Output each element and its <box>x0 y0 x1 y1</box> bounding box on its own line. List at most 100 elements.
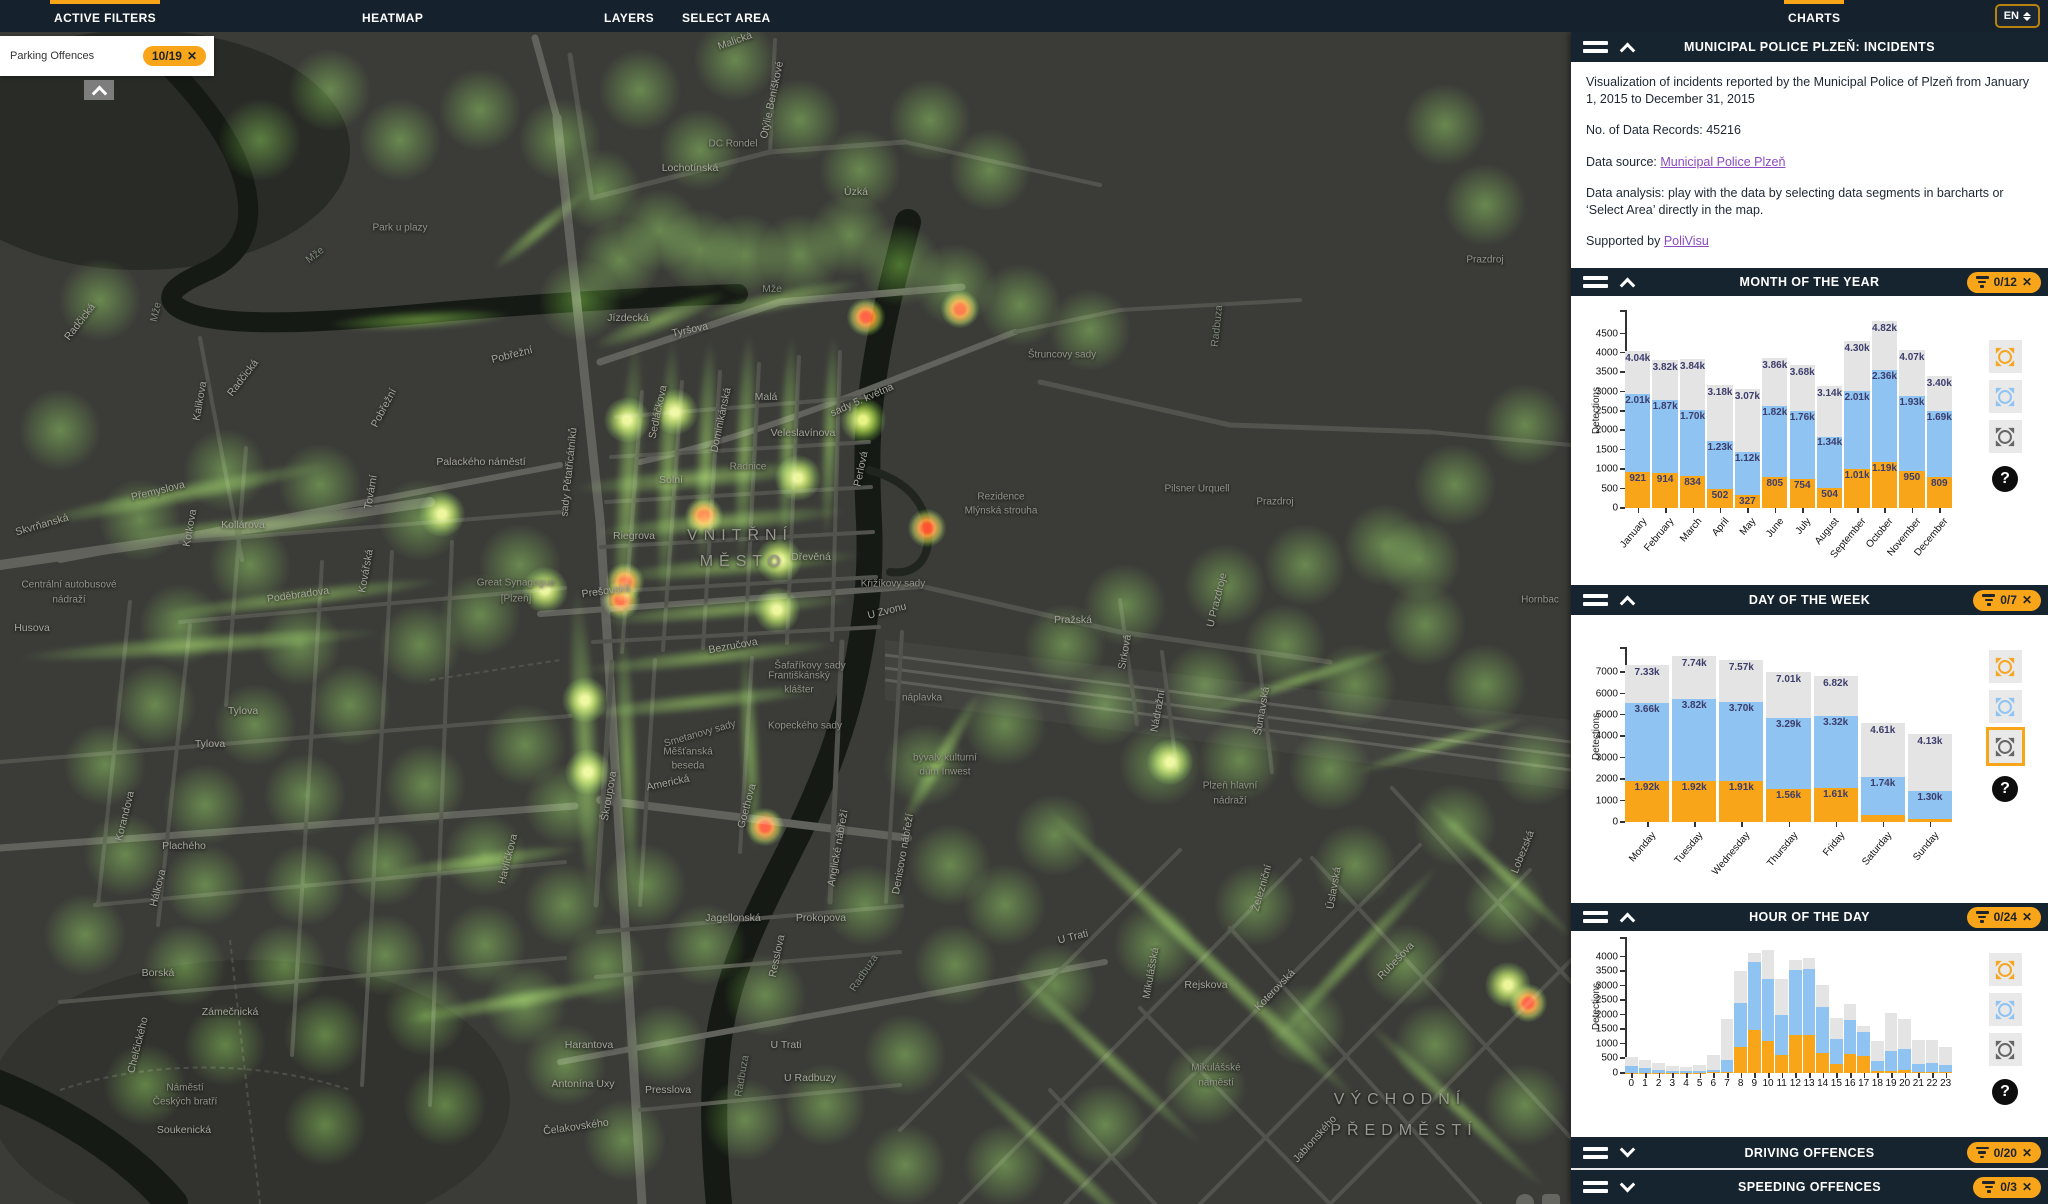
help-icon[interactable]: ? <box>1992 466 2018 492</box>
bar-11[interactable] <box>1775 979 1788 1073</box>
bar-march[interactable] <box>1679 359 1706 508</box>
bar-4[interactable] <box>1679 1067 1693 1073</box>
drag-handle-icon[interactable] <box>1583 41 1608 53</box>
bar-8[interactable] <box>1734 971 1747 1073</box>
bar-value-label: 1.87k <box>1652 401 1678 413</box>
map-attribution-icon[interactable] <box>1516 1194 1534 1204</box>
collapse-filters-button[interactable] <box>84 80 114 101</box>
x-tick-label: Friday <box>1820 830 1848 859</box>
bar-january[interactable] <box>1625 351 1651 508</box>
tab-charts[interactable]: CHARTS <box>1784 0 1845 32</box>
filter-icon <box>1975 1146 1989 1159</box>
map-attribution-icon[interactable] <box>1542 1194 1560 1204</box>
bar-7[interactable] <box>1720 1019 1734 1073</box>
bar-february[interactable] <box>1652 359 1678 508</box>
drag-handle-icon[interactable] <box>1583 594 1608 606</box>
month-filter-badge[interactable]: 0/12 ✕ <box>1966 271 2041 293</box>
bar-sunday[interactable] <box>1907 733 1952 822</box>
language-selector[interactable]: EN <box>1994 4 2040 28</box>
speeding-filter-badge[interactable]: 0/3 ✕ <box>1973 1176 2041 1198</box>
remove-filter-icon[interactable]: ✕ <box>186 49 197 63</box>
x-tick-label: 18 <box>1871 1078 1883 1089</box>
driving-filter-badge[interactable]: 0/20 ✕ <box>1966 1142 2041 1163</box>
bar-18[interactable] <box>1871 1041 1884 1073</box>
bar-3[interactable] <box>1666 1066 1679 1073</box>
source-link[interactable]: Municipal Police Plzeň <box>1660 154 1786 169</box>
bar-6[interactable] <box>1707 1055 1720 1073</box>
hour-filter-badge[interactable]: 0/24 ✕ <box>1966 906 2041 928</box>
drag-handle-icon[interactable] <box>1583 276 1608 288</box>
series-select-orange-icon[interactable] <box>1988 953 2022 986</box>
help-icon[interactable]: ? <box>1992 1079 2018 1105</box>
series-select-blue-icon[interactable] <box>1988 993 2022 1026</box>
bar-5[interactable] <box>1693 1065 1706 1073</box>
drag-handle-icon[interactable] <box>1583 911 1608 923</box>
clear-filter-icon[interactable]: ✕ <box>2021 910 2032 924</box>
filter-label: Parking Offences <box>10 50 95 62</box>
bar-13[interactable] <box>1802 957 1816 1073</box>
bar-19[interactable] <box>1884 1012 1898 1073</box>
bar-august[interactable] <box>1816 386 1843 508</box>
y-tick-label: 4000 <box>1595 730 1618 742</box>
bar-value-label: 1.76k <box>1789 411 1815 423</box>
heatmap-canvas[interactable]: VNITŘNÍ MĚSTO VÝCHODNÍ PŘEDMĚSTÍ Mže Mže Mže Ra… <box>0 0 1571 1204</box>
bar-12[interactable] <box>1789 960 1802 1073</box>
clear-filter-icon[interactable]: ✕ <box>2021 593 2032 607</box>
x-tick-label: 0 <box>1628 1078 1635 1089</box>
clear-filter-icon[interactable]: ✕ <box>2021 1180 2032 1194</box>
x-tick-label: 21 <box>1912 1078 1924 1089</box>
filter-count-badge[interactable]: 10/19 ✕ <box>142 46 206 66</box>
tab-layers[interactable]: LAYERS <box>604 11 654 25</box>
bar-20[interactable] <box>1898 1018 1911 1073</box>
series-select-orange-icon[interactable] <box>1988 340 2022 373</box>
bar-friday[interactable] <box>1813 675 1858 822</box>
clear-filter-icon[interactable]: ✕ <box>2021 1145 2032 1160</box>
bar-1[interactable] <box>1638 1060 1652 1073</box>
bar-june[interactable] <box>1762 358 1788 508</box>
bar-value-label: 3.40k <box>1926 378 1952 390</box>
bar-value-label: 1.19k <box>1871 462 1897 474</box>
bar-thursday[interactable] <box>1766 671 1811 822</box>
bar-september[interactable] <box>1844 341 1870 508</box>
tab-active-filters[interactable]: ACTIVE FILTERS <box>50 0 161 32</box>
bar-value-label: 1.01k <box>1844 469 1870 481</box>
bar-0[interactable] <box>1625 1056 1638 1073</box>
clear-filter-icon[interactable]: ✕ <box>2021 275 2032 289</box>
series-select-orange-icon[interactable] <box>1988 650 2022 683</box>
bar-22[interactable] <box>1925 1039 1939 1073</box>
x-tick-label: 6 <box>1710 1078 1717 1089</box>
series-select-gray-icon[interactable] <box>1988 1033 2022 1066</box>
tab-select-area[interactable]: SELECT AREA <box>682 11 771 25</box>
bar-wednesday[interactable] <box>1719 659 1764 822</box>
polivisu-link[interactable]: PoliVisu <box>1663 234 1709 248</box>
series-select-gray-icon[interactable] <box>1988 730 2022 763</box>
bar-2[interactable] <box>1652 1062 1665 1073</box>
drag-handle-icon[interactable] <box>1583 1181 1608 1193</box>
bar-october[interactable] <box>1871 321 1898 508</box>
series-select-blue-icon[interactable] <box>1988 690 2022 723</box>
drag-handle-icon[interactable] <box>1583 1146 1608 1159</box>
bar-saturday[interactable] <box>1860 723 1905 822</box>
bar-april[interactable] <box>1707 384 1733 508</box>
bar-23[interactable] <box>1939 1046 1952 1073</box>
bar-may[interactable] <box>1734 388 1761 508</box>
bar-monday[interactable] <box>1625 665 1670 822</box>
series-select-gray-icon[interactable] <box>1988 420 2022 453</box>
bar-july[interactable] <box>1789 365 1815 508</box>
bar-21[interactable] <box>1912 1040 1925 1073</box>
bar-17[interactable] <box>1857 1026 1870 1073</box>
help-icon[interactable]: ? <box>1992 776 2018 802</box>
day-filter-badge[interactable]: 0/7 ✕ <box>1973 589 2041 611</box>
hour-filter-count: 0/24 <box>1993 910 2017 924</box>
bar-tuesday[interactable] <box>1672 656 1717 822</box>
bar-december[interactable] <box>1926 376 1952 508</box>
series-select-blue-icon[interactable] <box>1988 380 2022 413</box>
bar-15[interactable] <box>1830 1017 1843 1073</box>
bar-10[interactable] <box>1761 950 1775 1073</box>
tab-heatmap[interactable]: HEATMAP <box>362 11 424 25</box>
info-records: No. of Data Records: 45216 <box>1586 123 1741 137</box>
bar-16[interactable] <box>1843 1004 1857 1073</box>
bar-14[interactable] <box>1816 984 1829 1073</box>
bar-9[interactable] <box>1748 952 1761 1073</box>
bar-november[interactable] <box>1899 350 1925 508</box>
